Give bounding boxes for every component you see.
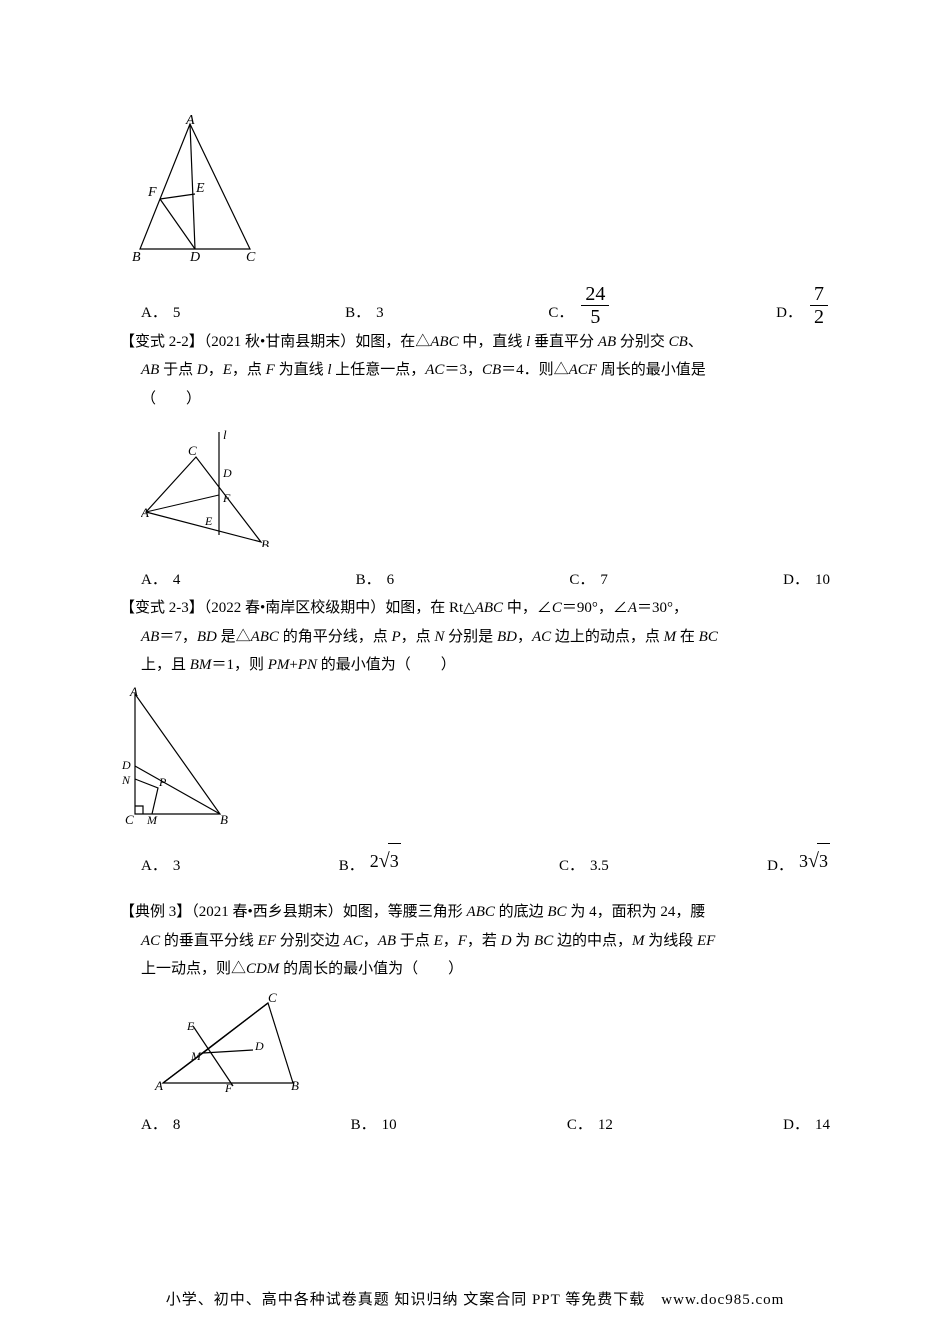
f4-B: B [291,1078,299,1093]
q23-opt-B[interactable]: B．2√3 [339,842,401,880]
f2-E: E [204,514,213,528]
e3-opt-C[interactable]: C．12 [567,1111,613,1140]
e3-opt-A[interactable]: A．8 [141,1111,180,1140]
q22-opt-D[interactable]: D．10 [783,566,830,595]
q0-opt-A[interactable]: A．5 [141,299,180,328]
e3-stem: 【典例 3】（2021 春•西乡县期末）如图，等腰三角形 ABC 的底边 BC … [120,898,840,984]
f3-P: P [158,775,167,789]
lbl-D: D [189,250,200,264]
lbl-C: C [246,250,256,264]
f4-A: A [154,1078,163,1093]
lbl-E: E [195,181,205,196]
f3-B: B [220,812,228,824]
f3-A: A [129,684,138,699]
q0-opt-D[interactable]: D．72 [776,283,830,328]
q0-opt-C[interactable]: C．245 [548,283,611,328]
figure-2: A B C D E F l [120,417,840,558]
f4-M: M [190,1049,202,1063]
f4-C: C [268,990,277,1005]
figure-3: A B C D N P M [120,684,840,835]
f2-l: l [223,427,227,442]
page-content: A B C D E F A．5 B．3 C．245 D．72 【变式 2-2】（… [0,0,950,1180]
figure-4: A B C D E F M [120,988,840,1104]
q22-opt-C[interactable]: C．7 [569,566,608,595]
f3-N: N [121,773,131,787]
f2-C: C [188,443,197,458]
f2-A: A [141,505,149,520]
lbl-F: F [147,185,157,200]
q23-opt-D[interactable]: D．3√3 [767,842,830,880]
figure-1: A B C D E F [120,114,840,275]
q0-opt-B[interactable]: B．3 [345,299,384,328]
e3-options: A．8 B．10 C．12 D．14 [120,1111,840,1140]
f4-E: E [186,1019,195,1033]
f2-D: D [222,466,232,480]
f3-M: M [146,813,158,824]
f2-B: B [261,537,269,547]
page-footer: 小学、初中、高中各种试卷真题 知识归纳 文案合同 PPT 等免费下载 www.d… [0,1286,950,1315]
lbl-A: A [185,114,195,128]
q0-options: A．5 B．3 C．245 D．72 [120,283,840,328]
q23-opt-A[interactable]: A．3 [141,852,180,881]
q23-stem: 【变式 2-3】（2022 春•南岸区校级期中）如图，在 Rt△ABC 中，∠C… [120,594,840,680]
f4-F: F [224,1081,233,1093]
f2-F: F [222,491,231,505]
f3-D: D [121,758,131,772]
e3-opt-B[interactable]: B．10 [351,1111,397,1140]
q22-options: A．4 B．6 C．7 D．10 [120,566,840,595]
q22-opt-A[interactable]: A．4 [141,566,180,595]
f4-D: D [254,1039,264,1053]
lbl-B: B [132,250,141,264]
q23-opt-C[interactable]: C．3.5 [559,852,609,881]
q22-opt-B[interactable]: B．6 [356,566,395,595]
q22-stem: 【变式 2-2】（2021 秋•甘南县期末）如图，在△ABC 中，直线 l 垂直… [120,328,840,414]
e3-opt-D[interactable]: D．14 [783,1111,830,1140]
q23-options: A．3 B．2√3 C．3.5 D．3√3 [120,842,840,880]
f3-C: C [125,812,134,824]
